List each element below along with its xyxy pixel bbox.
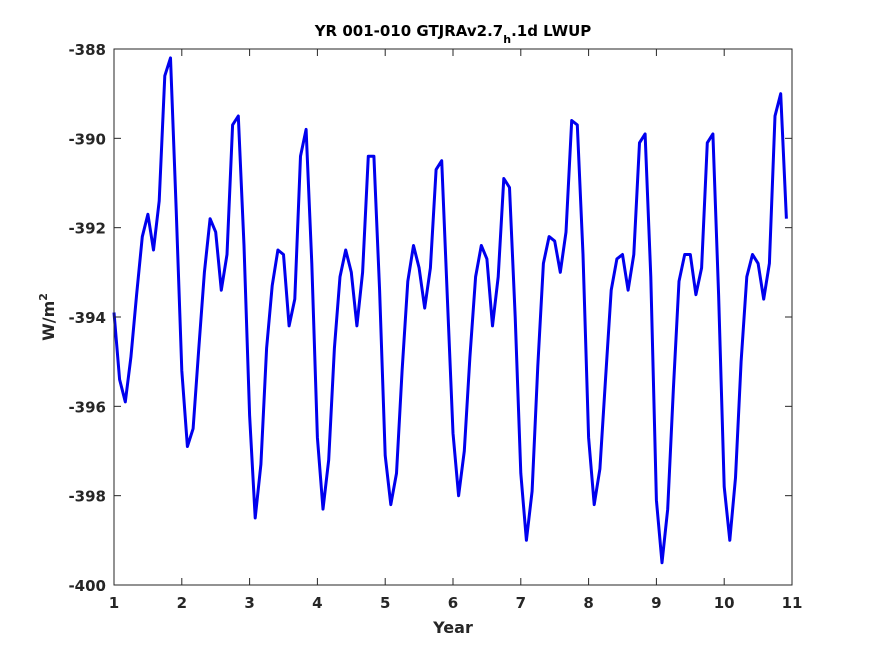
x-axis-label: Year [432,618,473,637]
chart-title: YR 001-010 GTJRAv2.7h.1d LWUP [314,22,592,46]
chart-title-suffix: .1d LWUP [511,22,591,40]
plot-area [114,49,792,585]
y-tick-label: -398 [68,488,106,506]
y-tick-label: -400 [68,577,106,595]
x-tick-label: 11 [782,594,803,612]
x-tick-label: 4 [312,594,322,612]
x-tick-label: 9 [651,594,661,612]
y-tick-label: -394 [68,309,106,327]
x-tick-label: 8 [583,594,593,612]
y-axis-label-superscript: 2 [37,293,50,301]
x-tick-label: 3 [244,594,254,612]
y-axis-label: W/m2 [37,293,58,341]
y-tick-label: -392 [68,220,106,238]
y-tick-label: -396 [68,398,106,416]
ticks-group: 1 2 3 4 5 6 7 8 9 10 11 -400 -398 -396 -394 -392 -390 -38… [68,41,802,612]
x-tick-label: 6 [448,594,458,612]
y-tick-label: -388 [68,41,106,59]
x-tick-label: 5 [380,594,390,612]
y-tick-label: -390 [68,130,106,148]
x-tick-label: 1 [109,594,119,612]
x-tick-label: 7 [516,594,526,612]
x-tick-label: 2 [177,594,187,612]
chart-title-subscript: h [503,33,511,46]
chart-title-main: YR 001-010 GTJRAv2.7 [314,22,504,40]
x-tick-label: 10 [714,594,735,612]
series-line-1 [112,56,788,565]
plot-group [112,56,788,565]
y-axis-label-base: W/m [39,301,58,341]
